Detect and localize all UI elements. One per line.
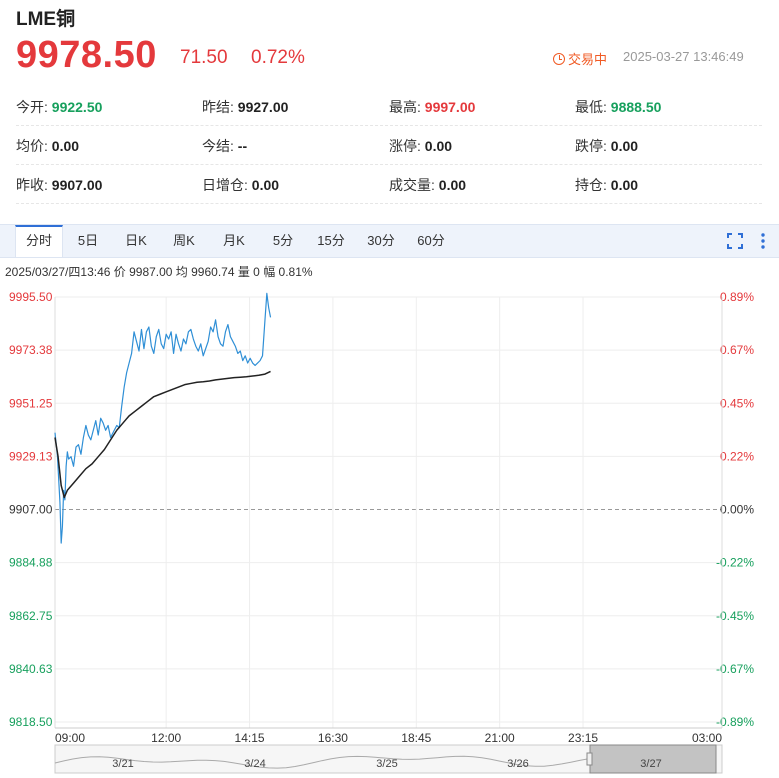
stat-item: 昨收: 9907.00 bbox=[16, 175, 102, 195]
navigator-overview-line bbox=[54, 755, 589, 769]
navigator-date-label: 3/24 bbox=[244, 758, 265, 770]
quote-datetime: 2025-03-27 13:46:49 bbox=[623, 49, 744, 64]
stat-item: 今结: -- bbox=[202, 136, 247, 156]
stat-value: 0.00 bbox=[606, 138, 639, 154]
stats-row: 今开: 9922.50 昨结: 9927.00 最高: 9997.00 最低: 988… bbox=[16, 87, 762, 126]
stat-value: 0.00 bbox=[47, 138, 80, 154]
y-tick-pct-label: 0.45% bbox=[720, 396, 754, 410]
y-tick-label: 9840.63 bbox=[9, 662, 53, 676]
stat-label: 最低: bbox=[575, 99, 607, 115]
stat-value: 9927.00 bbox=[233, 99, 289, 115]
tab-period[interactable]: 5分 bbox=[272, 233, 294, 248]
stat-label: 均价: bbox=[16, 138, 48, 154]
y-tick-label: 9929.13 bbox=[9, 449, 53, 463]
tab-period[interactable]: 30分 bbox=[367, 233, 395, 248]
stat-value: 0.00 bbox=[606, 177, 639, 193]
fullscreen-icon[interactable] bbox=[726, 232, 744, 250]
stat-label: 昨收: bbox=[16, 177, 48, 193]
stat-label: 跌停: bbox=[575, 138, 607, 154]
last-price: 9978.50 bbox=[16, 34, 157, 76]
navigator-handle-left bbox=[586, 752, 593, 766]
trading-status: 交易中 bbox=[553, 49, 607, 68]
x-tick-label: 12:00 bbox=[151, 731, 181, 745]
stats-row: 昨收: 9907.00 日增仓: 0.00 成交量: 0.00 持仓: 0.00 bbox=[16, 165, 762, 204]
tab-period[interactable]: 日K bbox=[125, 233, 147, 248]
y-tick-pct-label: 0.00% bbox=[720, 503, 754, 517]
navigator-window bbox=[589, 744, 717, 774]
stat-label: 最高: bbox=[389, 99, 421, 115]
y-tick-label: 9818.50 bbox=[9, 715, 53, 729]
price-series-line bbox=[54, 292, 272, 544]
y-tick-label: 9884.88 bbox=[9, 556, 53, 570]
tab-period[interactable]: 分时 bbox=[15, 225, 63, 257]
stat-label: 昨结: bbox=[202, 99, 234, 115]
x-tick-label: 21:00 bbox=[485, 731, 515, 745]
stat-item: 跌停: 0.00 bbox=[575, 136, 638, 156]
stat-item: 涨停: 0.00 bbox=[389, 136, 452, 156]
navigator-date-label: 3/21 bbox=[112, 758, 133, 770]
y-tick-pct-label: 0.89% bbox=[720, 290, 754, 304]
stats-row: 均价: 0.00 今结: -- 涨停: 0.00 跌停: 0.00 bbox=[16, 126, 762, 165]
stat-item: 昨结: 9927.00 bbox=[202, 97, 288, 117]
stat-value: 0.00 bbox=[420, 138, 453, 154]
period-tabbar: 分时 5日 日K 周K 月K 5分 15分 30分 60分 bbox=[0, 224, 779, 258]
stat-value: 9907.00 bbox=[47, 177, 103, 193]
stat-value: 9888.50 bbox=[606, 99, 662, 115]
x-tick-label: 23:15 bbox=[568, 731, 598, 745]
y-tick-pct-label: -0.22% bbox=[716, 556, 754, 570]
y-tick-label: 9862.75 bbox=[9, 609, 53, 623]
y-tick-pct-label: 0.22% bbox=[720, 449, 754, 463]
tab-period[interactable]: 5日 bbox=[77, 233, 99, 248]
stat-value: -- bbox=[233, 138, 248, 154]
stat-label: 日增仓: bbox=[202, 177, 248, 193]
average-series-line bbox=[54, 370, 271, 499]
tab-period[interactable]: 月K bbox=[223, 233, 245, 248]
y-tick-pct-label: 0.67% bbox=[720, 343, 754, 357]
stat-item: 均价: 0.00 bbox=[16, 136, 79, 156]
stat-label: 今开: bbox=[16, 99, 48, 115]
intraday-chart[interactable]: 9995.50 0.89% 9973.38 0.67% 9951.25 0.45% 9929… bbox=[0, 290, 779, 778]
y-tick-pct-label: -0.45% bbox=[716, 609, 754, 623]
crosshair-info: 2025/03/27/四13:46 价 9987.00 均 9960.74 量 … bbox=[5, 265, 313, 279]
stat-item: 最高: 9997.00 bbox=[389, 97, 475, 117]
stat-value: 9997.00 bbox=[420, 99, 476, 115]
stat-value: 0.00 bbox=[434, 177, 467, 193]
stat-label: 成交量: bbox=[389, 177, 435, 193]
y-tick-label: 9973.38 bbox=[9, 343, 53, 357]
price-change-percent: 0.72% bbox=[251, 47, 305, 68]
navigator-date-label: 3/26 bbox=[507, 758, 528, 770]
x-tick-label: 16:30 bbox=[318, 731, 348, 745]
x-tick-label: 03:00 bbox=[692, 731, 722, 745]
price-change: 71.50 bbox=[180, 47, 228, 68]
more-menu-icon[interactable] bbox=[754, 232, 772, 250]
stat-item: 成交量: 0.00 bbox=[389, 175, 466, 195]
x-tick-label: 14:15 bbox=[235, 731, 265, 745]
stat-label: 今结: bbox=[202, 138, 234, 154]
trading-status-label: 交易中 bbox=[568, 52, 608, 67]
stat-item: 今开: 9922.50 bbox=[16, 97, 102, 117]
stat-label: 持仓: bbox=[575, 177, 607, 193]
y-tick-label: 9951.25 bbox=[9, 396, 53, 410]
stat-value: 9922.50 bbox=[47, 99, 103, 115]
y-tick-pct-label: -0.67% bbox=[716, 662, 754, 676]
tab-period[interactable]: 周K bbox=[173, 233, 195, 248]
y-tick-label: 9995.50 bbox=[9, 290, 53, 304]
y-tick-label: 9907.00 bbox=[9, 503, 53, 517]
tab-period[interactable]: 60分 bbox=[417, 233, 445, 248]
stat-item: 最低: 9888.50 bbox=[575, 97, 661, 117]
navigator-date-label: 3/27 bbox=[640, 758, 661, 770]
x-tick-label: 09:00 bbox=[55, 731, 85, 745]
x-tick-label: 18:45 bbox=[401, 731, 431, 745]
stat-value: 0.00 bbox=[247, 177, 280, 193]
clock-icon bbox=[553, 52, 565, 65]
tab-period[interactable]: 15分 bbox=[317, 233, 345, 248]
stat-label: 涨停: bbox=[389, 138, 421, 154]
instrument-title: LME铜 bbox=[16, 9, 76, 30]
navigator-date-label: 3/25 bbox=[376, 758, 397, 770]
stat-item: 日增仓: 0.00 bbox=[202, 175, 279, 195]
y-tick-pct-label: -0.89% bbox=[716, 715, 754, 729]
stat-item: 持仓: 0.00 bbox=[575, 175, 638, 195]
